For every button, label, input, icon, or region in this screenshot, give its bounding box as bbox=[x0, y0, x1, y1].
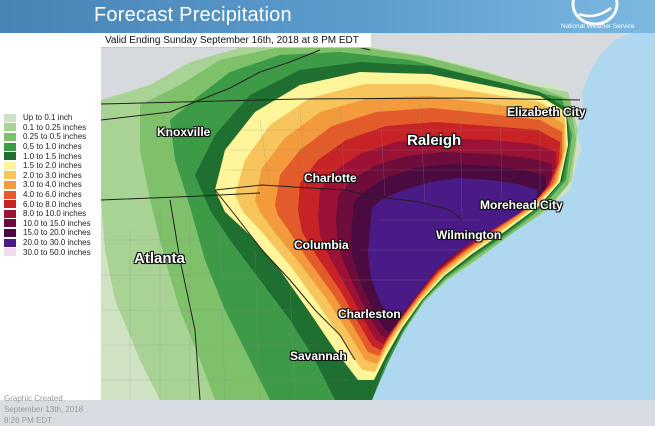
legend-swatch bbox=[4, 180, 16, 189]
va-nc-border bbox=[101, 97, 581, 105]
legend-swatch bbox=[4, 152, 16, 161]
legend-item: 1.0 to 1.5 inches bbox=[4, 151, 91, 161]
legend-label: 4.0 to 6.0 inches bbox=[23, 190, 82, 200]
legend-swatch bbox=[4, 209, 16, 218]
map-graphic bbox=[101, 33, 655, 400]
legend-swatch bbox=[4, 113, 16, 122]
legend-item: 3.0 to 4.0 inches bbox=[4, 180, 91, 190]
city-columbia: Columbia bbox=[294, 238, 349, 252]
legend-label: 1.5 to 2.0 inches bbox=[23, 161, 82, 171]
legend-label: 20.0 to 30.0 inches bbox=[23, 238, 91, 248]
legend-item: 0.25 to 0.5 inches bbox=[4, 132, 91, 142]
legend-swatch bbox=[4, 200, 16, 209]
city-charleston: Charleston bbox=[338, 307, 401, 321]
ocean bbox=[360, 33, 655, 400]
legend-label: 30.0 to 50.0 inches bbox=[23, 247, 91, 257]
footer-line-3: 8:26 PM EDT bbox=[4, 416, 53, 425]
state-boundaries bbox=[101, 33, 581, 400]
legend-label: 8.0 to 10.0 inches bbox=[23, 209, 87, 219]
legend-label: Up to 0.1 inch bbox=[23, 113, 73, 123]
city-elizabeth-city: Elizabeth City bbox=[507, 105, 586, 119]
legend-swatch bbox=[4, 228, 16, 237]
legend-swatch bbox=[4, 190, 16, 199]
valid-time-label: Valid Ending Sunday September 16th, 2018… bbox=[101, 33, 371, 48]
legend-label: 0.5 to 1.0 inches bbox=[23, 142, 82, 152]
legend-swatch bbox=[4, 132, 16, 141]
legend-swatch bbox=[4, 142, 16, 151]
footer-line-1: Graphic Created bbox=[4, 394, 63, 403]
legend-item: 1.5 to 2.0 inches bbox=[4, 161, 91, 171]
legend-item: 8.0 to 10.0 inches bbox=[4, 209, 91, 219]
legend-label: 10.0 to 15.0 inches bbox=[23, 218, 91, 228]
legend-label: 2.0 to 3.0 inches bbox=[23, 170, 82, 180]
nc-sc-border bbox=[214, 184, 463, 221]
legend-item: 2.0 to 3.0 inches bbox=[4, 171, 91, 181]
header-bar: Forecast Precipitation National Weather … bbox=[0, 0, 655, 33]
legend-swatch bbox=[4, 161, 16, 170]
legend-item: 10.0 to 15.0 inches bbox=[4, 219, 91, 229]
tn-nc-border bbox=[101, 49, 321, 121]
legend-swatch bbox=[4, 123, 16, 132]
nws-logo-icon bbox=[571, 0, 619, 26]
legend-item: 0.1 to 0.25 inches bbox=[4, 123, 91, 133]
legend-swatch bbox=[4, 238, 16, 247]
legend-swatch bbox=[4, 219, 16, 228]
legend-swatch bbox=[4, 248, 16, 257]
precip-legend: Up to 0.1 inch 0.1 to 0.25 inches 0.25 to … bbox=[4, 113, 91, 257]
band-20-0-to-30-0 bbox=[368, 178, 538, 320]
city-atlanta: Atlanta bbox=[134, 250, 185, 267]
legend-item: 0.5 to 1.0 inches bbox=[4, 142, 91, 152]
city-charlotte: Charlotte bbox=[304, 171, 357, 185]
ga-sc-border bbox=[214, 189, 356, 361]
footer-line-2: September 13th, 2018 bbox=[4, 405, 84, 414]
legend-item: 6.0 to 8.0 inches bbox=[4, 199, 91, 209]
city-knoxville: Knoxville bbox=[157, 125, 211, 139]
legend-label: 15.0 to 20.0 inches bbox=[23, 228, 91, 238]
city-morehead-city: Morehead City bbox=[480, 198, 563, 212]
legend-item: 4.0 to 6.0 inches bbox=[4, 190, 91, 200]
county-lines bbox=[101, 103, 570, 400]
legend-item: 30.0 to 50.0 inches bbox=[4, 247, 91, 257]
tn-ga-border bbox=[101, 192, 261, 201]
legend-item: Up to 0.1 inch bbox=[4, 113, 91, 123]
page-title: Forecast Precipitation bbox=[94, 4, 292, 26]
city-wilmington: Wilmington bbox=[436, 228, 502, 242]
legend-item: 15.0 to 20.0 inches bbox=[4, 228, 91, 238]
legend-swatch bbox=[4, 171, 16, 180]
al-ga-border bbox=[169, 199, 201, 400]
legend-panel: Up to 0.1 inch 0.1 to 0.25 inches 0.25 to … bbox=[0, 33, 101, 425]
graphic-created-note: Graphic Created September 13th, 2018 8:2… bbox=[4, 393, 83, 426]
precipitation-map: Knoxville Raleigh Elizabeth City Charlot… bbox=[101, 33, 655, 400]
legend-label: 3.0 to 4.0 inches bbox=[23, 180, 82, 190]
legend-label: 1.0 to 1.5 inches bbox=[23, 151, 82, 161]
city-savannah: Savannah bbox=[290, 349, 347, 363]
city-raleigh: Raleigh bbox=[407, 132, 462, 149]
legend-label: 6.0 to 8.0 inches bbox=[23, 199, 82, 209]
legend-label: 0.25 to 0.5 inches bbox=[23, 132, 87, 142]
agency-name: National Weather Service bbox=[561, 23, 635, 30]
legend-item: 20.0 to 30.0 inches bbox=[4, 238, 91, 248]
legend-label: 0.1 to 0.25 inches bbox=[23, 122, 87, 132]
